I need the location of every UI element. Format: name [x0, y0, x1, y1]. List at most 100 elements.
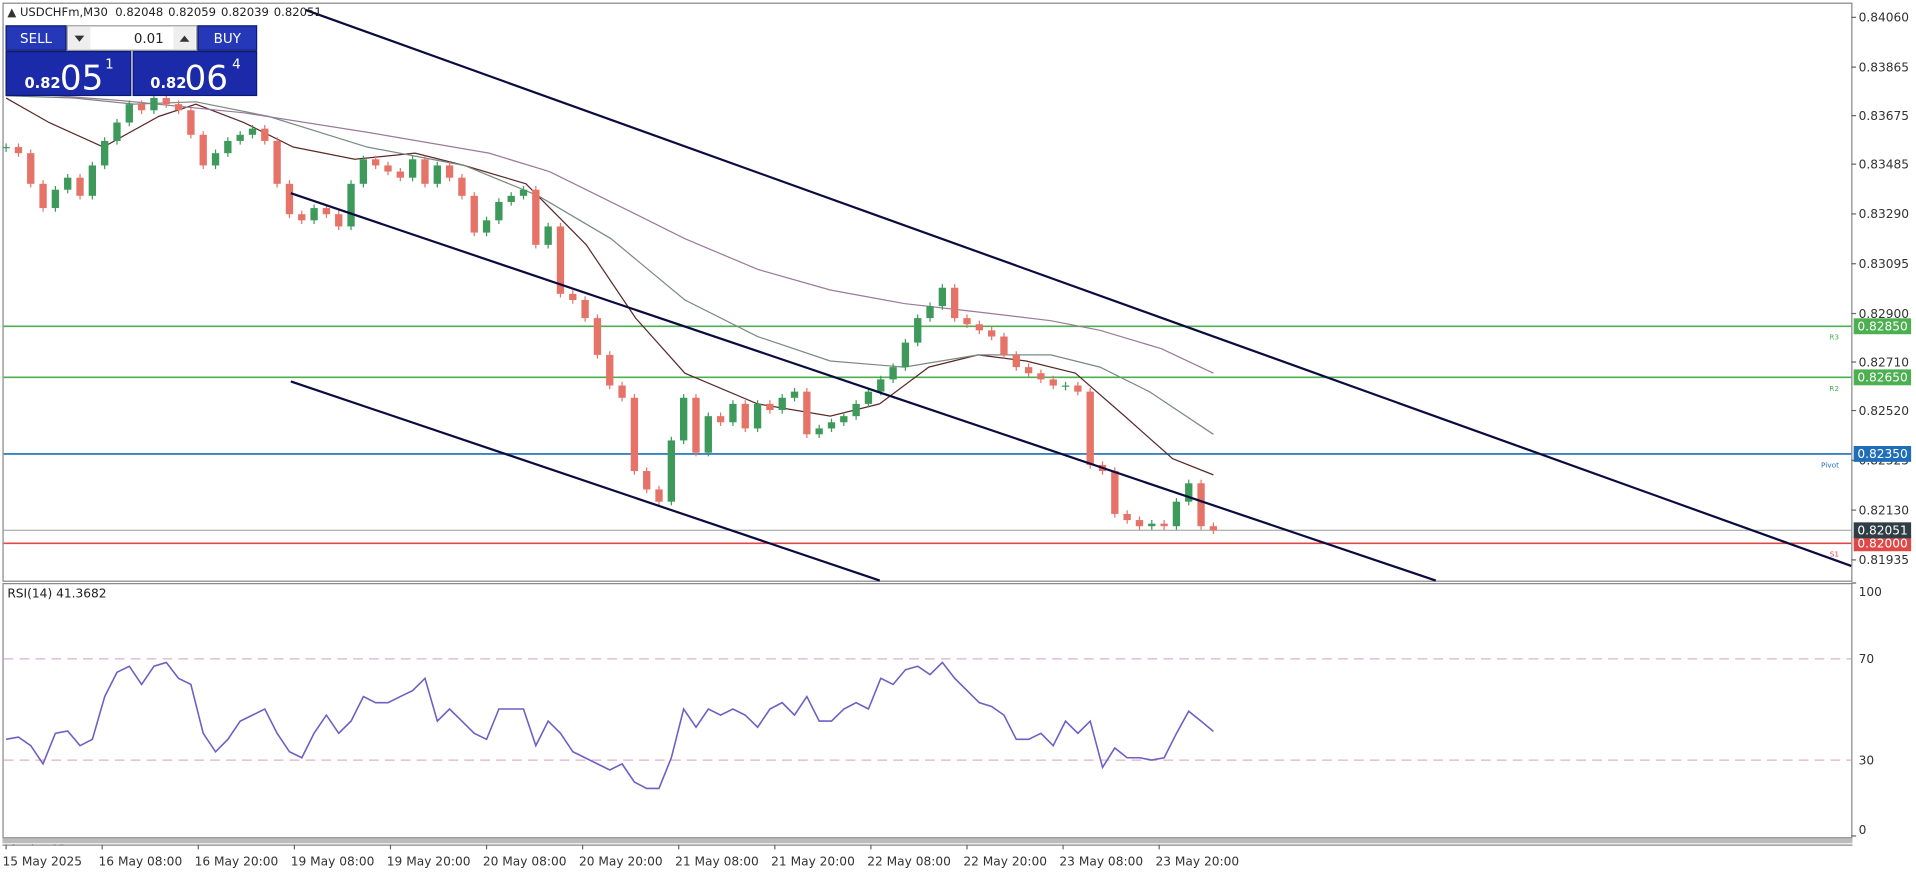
candle [938, 287, 947, 307]
candle [643, 471, 651, 490]
x-tick-label: 15 May 2025 [2, 854, 82, 868]
down-arrow [74, 35, 85, 42]
candle [76, 177, 84, 196]
moving-average [6, 95, 1214, 435]
y-tick-label: 0.83095 [1859, 257, 1909, 271]
candle [729, 403, 737, 423]
candle [445, 165, 454, 178]
level-name: Pivot [1821, 460, 1839, 469]
candle [716, 416, 725, 423]
candle [458, 177, 466, 196]
plot-layer: 0.84060 0.83865 0.83675 0.83485 0.83290 0.830… [2, 11, 1909, 868]
candle [285, 183, 294, 215]
y-tick-label: 0.82710 [1859, 355, 1909, 369]
candle [556, 226, 565, 294]
candle [901, 342, 910, 368]
x-tick-label: 20 May 20:00 [579, 854, 663, 868]
candle [310, 208, 318, 221]
candle [951, 287, 959, 319]
candle [877, 379, 885, 392]
candle [840, 416, 848, 423]
candle [187, 110, 195, 135]
sell-label[interactable]: SELL [20, 32, 53, 47]
candle [852, 403, 860, 417]
level-tag [1853, 535, 1912, 552]
moving-average [5, 97, 1214, 476]
buy-button[interactable] [197, 25, 258, 51]
candle [618, 385, 626, 398]
ask-box[interactable] [132, 50, 258, 97]
candle [815, 428, 823, 435]
x-tick-label: 19 May 20:00 [387, 854, 471, 868]
candle [926, 306, 934, 319]
candle [1135, 520, 1144, 527]
x-tick-label: 22 May 20:00 [963, 854, 1047, 868]
candle [963, 318, 971, 325]
y-tick-label: 0.82520 [1859, 404, 1909, 418]
level-tag [1853, 318, 1912, 335]
level-name: R3 [1829, 333, 1839, 342]
candle [347, 183, 355, 227]
candle [384, 165, 392, 172]
x-tick-label: 21 May 20:00 [771, 854, 855, 868]
buy-label[interactable]: BUY [214, 32, 242, 47]
bid-main: 05 [60, 58, 104, 98]
candle [14, 147, 23, 154]
lot-value[interactable]: 0.01 [134, 32, 164, 47]
candle [864, 391, 873, 404]
rsi-tick-label: 70 [1859, 652, 1875, 666]
bid-big: 0.82 [24, 75, 60, 92]
y-tick-label: 0.82130 [1859, 503, 1909, 517]
y-tick-label: 0.83675 [1859, 109, 1909, 123]
candle [1086, 391, 1094, 465]
rsi-tick-label: 30 [1859, 753, 1875, 767]
candle [753, 403, 762, 429]
candle [741, 403, 749, 429]
candle [544, 226, 552, 245]
level-tag [1853, 445, 1912, 462]
level-tag-label: 0.82650 [1857, 371, 1907, 385]
sell-button[interactable] [5, 25, 67, 51]
one-click-trading: SELL 0.01 BUY 0.82 05 1 0.82 06 4 [5, 25, 258, 98]
level-tag-label: 0.82850 [1857, 320, 1907, 334]
candle [532, 189, 540, 245]
candle [1000, 336, 1008, 355]
candle [1049, 379, 1057, 386]
arrow-icon: ▲ [7, 5, 20, 19]
candle [408, 159, 417, 178]
candle [64, 177, 72, 190]
candle [322, 208, 331, 215]
x-tick-label: 19 May 08:00 [291, 854, 375, 868]
trendline [290, 380, 881, 582]
rsi-name: RSI(14) [7, 587, 52, 601]
candle [1148, 523, 1156, 527]
symbol-header: ▲ USDCHFm,M30 0.82048 0.82059 0.82039 0.8205… [7, 5, 321, 19]
rsi-last-value: 41.3682 [56, 587, 106, 601]
bid-box[interactable] [5, 50, 132, 97]
candle [803, 391, 811, 435]
x-tick-label: 16 May 08:00 [99, 854, 183, 868]
candle [1185, 483, 1193, 502]
candle [1160, 523, 1168, 527]
candle [914, 318, 922, 343]
symbol: USDCHFm,M30 [20, 5, 108, 19]
candle [519, 189, 528, 196]
level-tag [1853, 369, 1912, 386]
candle [2, 147, 10, 149]
candle [335, 214, 343, 227]
candle [1111, 471, 1119, 514]
candle [1123, 513, 1131, 521]
candle [125, 104, 133, 123]
candle [704, 416, 712, 453]
bid-small: 1 [105, 58, 114, 73]
candle [224, 140, 232, 154]
candle [1209, 526, 1218, 531]
trendline [290, 192, 1437, 582]
panel-separator [2, 838, 1853, 844]
x-tick-label: 23 May 08:00 [1059, 854, 1143, 868]
level-tag-label: 0.82350 [1857, 447, 1907, 461]
y-tick-label: 0.84060 [1859, 11, 1909, 25]
time-axis-bg [0, 845, 1916, 874]
